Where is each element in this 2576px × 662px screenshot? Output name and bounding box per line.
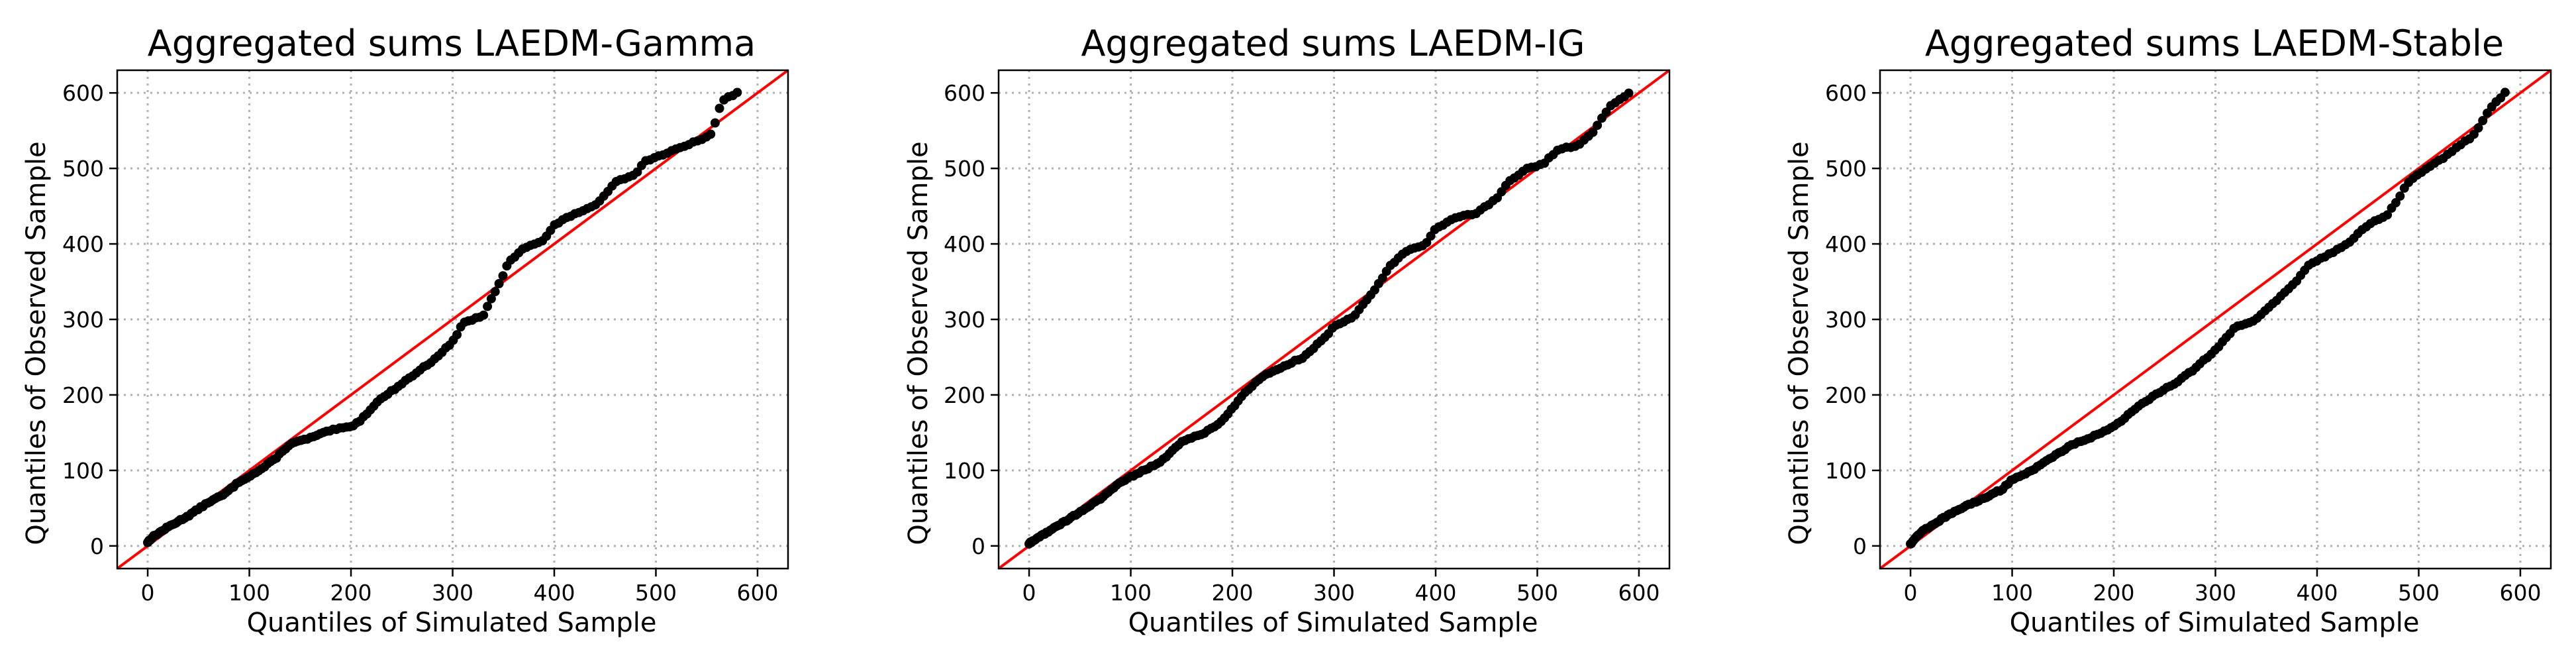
- y-tick-label: 300: [1825, 307, 1867, 333]
- y-tick-label: 400: [944, 231, 985, 257]
- y-tick-label: 0: [90, 533, 104, 559]
- y-tick-label: 500: [1825, 156, 1867, 182]
- y-tick-label: 200: [62, 382, 104, 408]
- x-tick-label: 300: [2195, 580, 2236, 606]
- x-tick-label: 200: [2093, 580, 2135, 606]
- y-tick-label: 400: [1825, 231, 1867, 257]
- data-point: [1624, 88, 1634, 98]
- data-point: [2500, 87, 2510, 97]
- data-point: [1588, 127, 1598, 137]
- data-point: [1593, 121, 1603, 131]
- x-tick-label: 500: [1516, 580, 1558, 606]
- data-point: [715, 103, 724, 113]
- y-axis-label: Quantiles of Observed Sample: [1784, 141, 1814, 545]
- y-tick-label: 100: [62, 458, 104, 484]
- plot-area: 0 100 200 300 400 500 600 0 100 200 300 400 500 600: [1825, 69, 2552, 606]
- data-point: [483, 302, 493, 311]
- y-tick-label: 400: [62, 231, 104, 257]
- data-point: [2395, 191, 2405, 201]
- x-tick-label: 0: [1022, 580, 1036, 606]
- x-tick-label: 0: [1904, 580, 1918, 606]
- y-tick-label: 0: [971, 533, 985, 559]
- data-point: [498, 271, 508, 281]
- x-axis-label: Quantiles of Simulated Sample: [247, 608, 657, 638]
- x-tick-label: 100: [1110, 580, 1152, 606]
- x-tick-label: 0: [141, 580, 155, 606]
- x-axis-label: Quantiles of Simulated Sample: [1128, 608, 1538, 638]
- x-axis-label: Quantiles of Simulated Sample: [2010, 608, 2420, 638]
- plot-area: 0 100 200 300 400 500 600 0 100 200 300 400 500 600: [62, 69, 789, 606]
- data-point: [486, 294, 496, 303]
- x-tick-label: 400: [533, 580, 575, 606]
- x-tick-label: 300: [432, 580, 473, 606]
- data-point: [706, 129, 716, 139]
- x-tick-label: 600: [736, 580, 778, 606]
- chart-title: Aggregated sums LAEDM-Gamma: [148, 23, 756, 64]
- y-tick-label: 200: [1825, 382, 1867, 408]
- x-tick-label: 300: [1313, 580, 1355, 606]
- reference-line: [1879, 69, 2552, 570]
- x-tick-label: 200: [330, 580, 372, 606]
- data-point: [490, 287, 500, 297]
- x-tick-label: 500: [2398, 580, 2440, 606]
- data-point: [2478, 116, 2488, 125]
- chart-title: Aggregated sums LAEDM-IG: [1081, 23, 1585, 64]
- data-point: [494, 279, 504, 288]
- plot-area: 0 100 200 300 400 500 600 0 100 200 300 400 500 600: [944, 69, 1671, 606]
- x-tick-label: 400: [1414, 580, 1456, 606]
- y-tick-label: 300: [62, 307, 104, 333]
- y-tick-label: 300: [944, 307, 985, 333]
- y-tick-label: 100: [1825, 458, 1867, 484]
- x-tick-label: 100: [1991, 580, 2033, 606]
- y-tick-label: 100: [944, 458, 985, 484]
- data-point: [2383, 210, 2393, 220]
- x-tick-label: 100: [228, 580, 270, 606]
- y-tick-label: 200: [944, 382, 985, 408]
- data-point: [479, 310, 489, 320]
- data-point: [710, 118, 720, 128]
- y-tick-label: 500: [944, 156, 985, 182]
- y-tick-label: 500: [62, 156, 104, 182]
- x-tick-label: 200: [1212, 580, 1254, 606]
- chart-title: Aggregated sums LAEDM-Stable: [1925, 23, 2504, 64]
- data-point: [2473, 123, 2483, 133]
- y-axis-label: Quantiles of Observed Sample: [903, 141, 934, 545]
- qq-plot-ig: Aggregated sums LAEDM-IG Quantiles of Si…: [903, 23, 1671, 638]
- data-point: [1377, 273, 1387, 283]
- y-axis-label: Quantiles of Observed Sample: [21, 141, 52, 545]
- y-tick-label: 0: [1853, 533, 1867, 559]
- y-tick-label: 600: [62, 80, 104, 106]
- x-tick-label: 600: [1618, 580, 1660, 606]
- qq-plot-gamma: Aggregated sums LAEDM-Gamma Quantiles of…: [21, 23, 789, 638]
- x-tick-label: 400: [2296, 580, 2338, 606]
- data-point: [2391, 197, 2401, 207]
- x-tick-label: 500: [635, 580, 677, 606]
- data-point: [452, 330, 462, 340]
- x-tick-label: 600: [2499, 580, 2541, 606]
- data-point: [1601, 107, 1611, 117]
- data-point: [732, 87, 742, 97]
- y-tick-label: 600: [1825, 80, 1867, 106]
- y-tick-label: 600: [944, 80, 985, 106]
- qq-plot-stable: Aggregated sums LAEDM-Stable Quantiles o…: [1784, 23, 2552, 638]
